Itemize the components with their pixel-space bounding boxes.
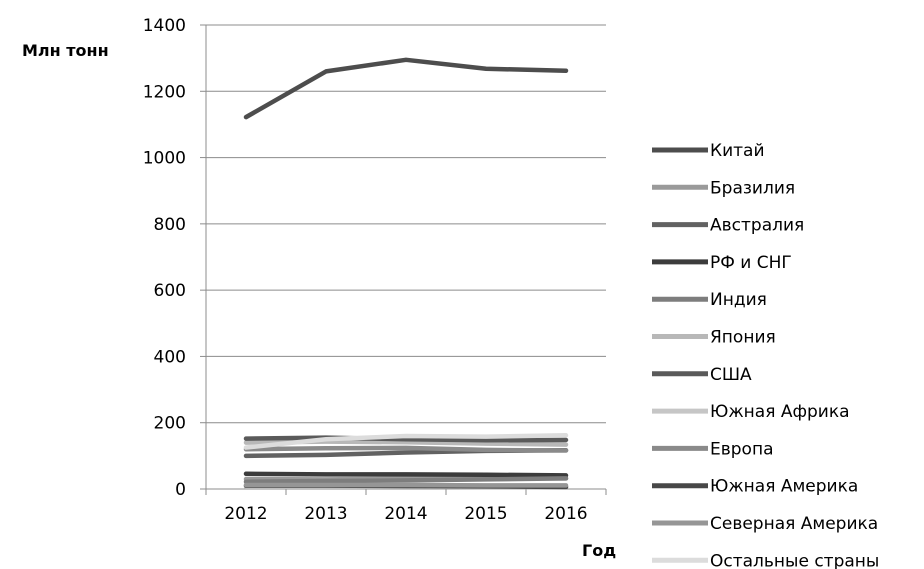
x-tick-2015: 2015 xyxy=(464,504,507,524)
legend-label: Китай xyxy=(710,141,765,161)
legend-entry-южная-африка: Южная Африка xyxy=(652,402,850,422)
legend-label: РФ и СНГ xyxy=(710,253,792,273)
y-tick-800: 800 xyxy=(154,215,186,235)
legend-entry-южная-америка: Южная Америка xyxy=(652,477,858,497)
legend-entry-рф-и-снг: РФ и СНГ xyxy=(652,253,792,273)
y-tick-600: 600 xyxy=(154,281,186,301)
x-tick-2013: 2013 xyxy=(304,504,347,524)
legend-label: США xyxy=(710,365,752,385)
series-lines xyxy=(243,57,569,490)
y-tick-labels: 0 200 400 600 800 1000 1200 1400 xyxy=(143,16,186,500)
y-axis-title: Млн тонн xyxy=(22,41,109,60)
legend-entry-европа: Европа xyxy=(652,439,773,459)
legend-entry-северная-америка: Северная Америка xyxy=(652,514,878,534)
legend-label: Япония xyxy=(710,328,776,348)
legend-label: Бразилия xyxy=(710,178,795,198)
x-tick-labels: 2012 2013 2014 2015 2016 xyxy=(224,504,587,524)
legend-label: Остальные страны xyxy=(710,551,879,569)
y-tick-1400: 1400 xyxy=(143,16,186,36)
series-line-индия xyxy=(243,476,569,484)
legend-entry-китай: Китай xyxy=(652,141,765,161)
y-tick-400: 400 xyxy=(154,347,186,367)
legend: Китай Бразилия Австралия РФ и СНГ Индия Япони… xyxy=(652,141,879,569)
legend-label: Южная Африка xyxy=(710,402,850,422)
x-tick-2014: 2014 xyxy=(384,504,427,524)
series-line-китай xyxy=(243,57,569,120)
legend-entry-остальные-страны: Остальные страны xyxy=(652,551,879,569)
legend-entry-индия: Индия xyxy=(652,290,767,310)
legend-label: Южная Америка xyxy=(710,477,858,497)
series-line-остальные-страны xyxy=(243,433,569,450)
y-tick-0: 0 xyxy=(175,480,186,500)
legend-label: Австралия xyxy=(710,216,804,236)
x-axis-title: Год xyxy=(582,541,616,560)
series-line-рф-и-снг xyxy=(243,471,569,478)
legend-label: Северная Америка xyxy=(710,514,878,534)
legend-label: Индия xyxy=(710,290,767,310)
axes xyxy=(200,24,607,495)
x-tick-2016: 2016 xyxy=(544,504,587,524)
y-tick-200: 200 xyxy=(154,414,186,434)
legend-label: Европа xyxy=(710,439,773,459)
y-tick-1000: 1000 xyxy=(143,149,186,169)
y-tick-1200: 1200 xyxy=(143,82,186,102)
gridlines xyxy=(206,24,606,424)
series-line-европа xyxy=(243,445,569,453)
series-line-сша xyxy=(243,435,569,443)
legend-entry-япония: Япония xyxy=(652,328,776,348)
legend-entry-австралия: Австралия xyxy=(652,216,804,236)
legend-entry-сша: США xyxy=(652,365,752,385)
legend-entry-бразилия: Бразилия xyxy=(652,178,795,198)
x-tick-2012: 2012 xyxy=(224,504,267,524)
